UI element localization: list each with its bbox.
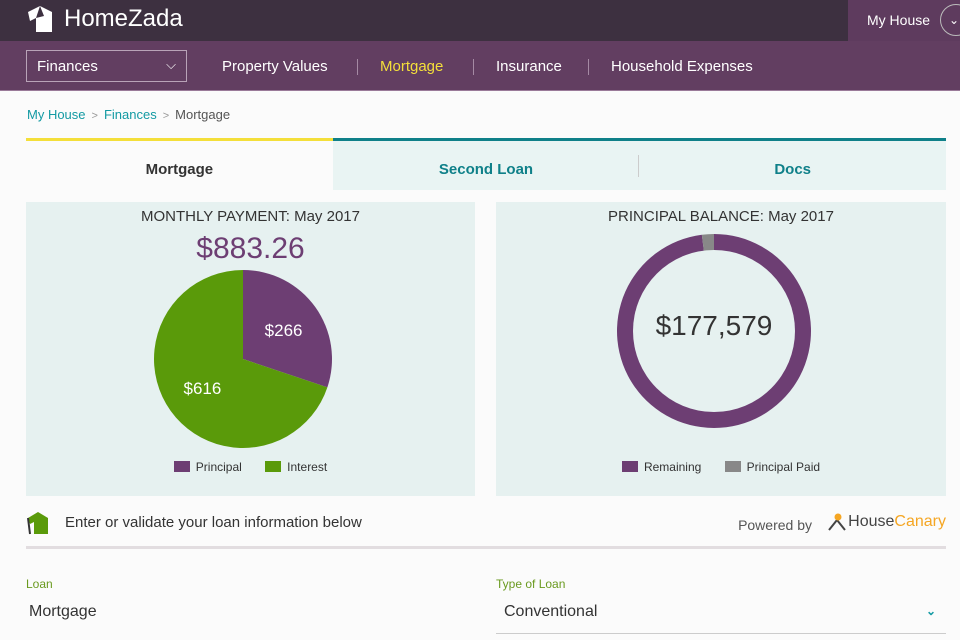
section-select[interactable]: Finances ⌵ <box>26 50 187 82</box>
breadcrumb-current: Mortgage <box>175 107 231 122</box>
section-nav: Finances ⌵ Property Values Mortgage Insu… <box>0 41 960 91</box>
info-text: Enter or validate your loan information … <box>65 514 362 531</box>
powered-by-label: Powered by <box>738 517 812 533</box>
section-divider <box>26 546 946 549</box>
legend-principal: Principal <box>173 460 242 474</box>
housecanary-logo[interactable]: House Canary <box>826 512 946 532</box>
loan-value[interactable]: Mortgage <box>29 603 97 620</box>
brand-name: HomeZada <box>64 5 183 32</box>
type-of-loan-select[interactable]: Conventional ⌄ <box>496 596 946 634</box>
donut-hole <box>633 250 795 412</box>
legend-label: Interest <box>287 460 328 474</box>
legend-label: Remaining <box>643 460 702 474</box>
pie-legend: Principal Interest <box>26 460 475 474</box>
legend-swatch <box>724 461 741 472</box>
tab-docs[interactable]: Docs <box>639 138 947 190</box>
nav-divider <box>588 59 589 75</box>
chevron-down-icon: ⌄ <box>949 13 960 27</box>
legend-label: Principal Paid <box>746 460 821 474</box>
pie-data-label: $266 <box>265 321 303 340</box>
tab-second-loan[interactable]: Second Loan <box>332 138 640 190</box>
legend-label: Principal <box>195 460 242 474</box>
nav-property-values[interactable]: Property Values <box>222 58 328 75</box>
legend-swatch <box>621 461 638 472</box>
house-logo-icon <box>28 6 52 32</box>
pie-slice-interest <box>154 270 328 448</box>
monthly-payment-panel: MONTHLY PAYMENT: May 2017 $883.26 $266 $6… <box>26 202 475 496</box>
breadcrumb-separator: > <box>91 110 98 122</box>
legend-swatch <box>173 461 190 472</box>
pie-slice-principal <box>243 270 332 388</box>
chevron-down-icon: ⌄ <box>925 604 936 618</box>
logo[interactable]: HomeZada <box>26 4 183 34</box>
pie-data-label: $616 <box>183 379 221 398</box>
legend-principal-paid: Principal Paid <box>724 460 821 474</box>
monthly-payment-amount: $883.26 <box>196 232 305 265</box>
nav-divider <box>357 59 358 75</box>
section-select-value: Finances <box>37 58 98 75</box>
legend-interest: Interest <box>265 460 327 474</box>
nav-insurance[interactable]: Insurance <box>496 58 562 75</box>
breadcrumb: My House > Finances > Mortgage <box>27 107 230 122</box>
top-bar: HomeZada My House ⌄ <box>0 0 960 41</box>
tab-mortgage[interactable]: Mortgage <box>26 138 333 190</box>
payment-pie-chart: $266 $616 <box>154 270 332 448</box>
loan-label: Loan <box>26 577 53 591</box>
principal-balance-title: PRINCIPAL BALANCE: May 2017 <box>608 208 834 225</box>
legend-remaining: Remaining <box>621 460 702 474</box>
tab-bar: Mortgage Second Loan Docs <box>26 138 947 190</box>
canary-bird-icon <box>828 513 846 531</box>
partner-house: House <box>848 513 895 530</box>
info-line: Enter or validate your loan information … <box>26 508 946 538</box>
nav-household-expenses[interactable]: Household Expenses <box>611 58 753 75</box>
breadcrumb-finances[interactable]: Finances <box>103 107 157 122</box>
breadcrumb-my-house[interactable]: My House <box>27 107 86 122</box>
nav-mortgage[interactable]: Mortgage <box>380 58 444 75</box>
balance-donut-chart <box>617 234 811 428</box>
breadcrumb-separator: > <box>162 110 170 122</box>
monthly-payment-title: MONTHLY PAYMENT: May 2017 <box>141 208 360 225</box>
house-icon <box>27 512 48 535</box>
principal-balance-panel: PRINCIPAL BALANCE: May 2017 $177,579 Rem… <box>496 202 946 496</box>
chevron-down-icon: ⌵ <box>166 57 176 72</box>
partner-canary: Canary <box>894 513 946 530</box>
nav-divider <box>473 59 474 75</box>
legend-swatch <box>265 461 282 472</box>
principal-balance-amount: $177,579 <box>655 310 773 341</box>
type-of-loan-label: Type of Loan <box>496 577 566 591</box>
account-label[interactable]: My House <box>867 12 931 28</box>
type-of-loan-value: Conventional <box>504 603 598 620</box>
donut-legend: Remaining Principal Paid <box>496 460 946 474</box>
